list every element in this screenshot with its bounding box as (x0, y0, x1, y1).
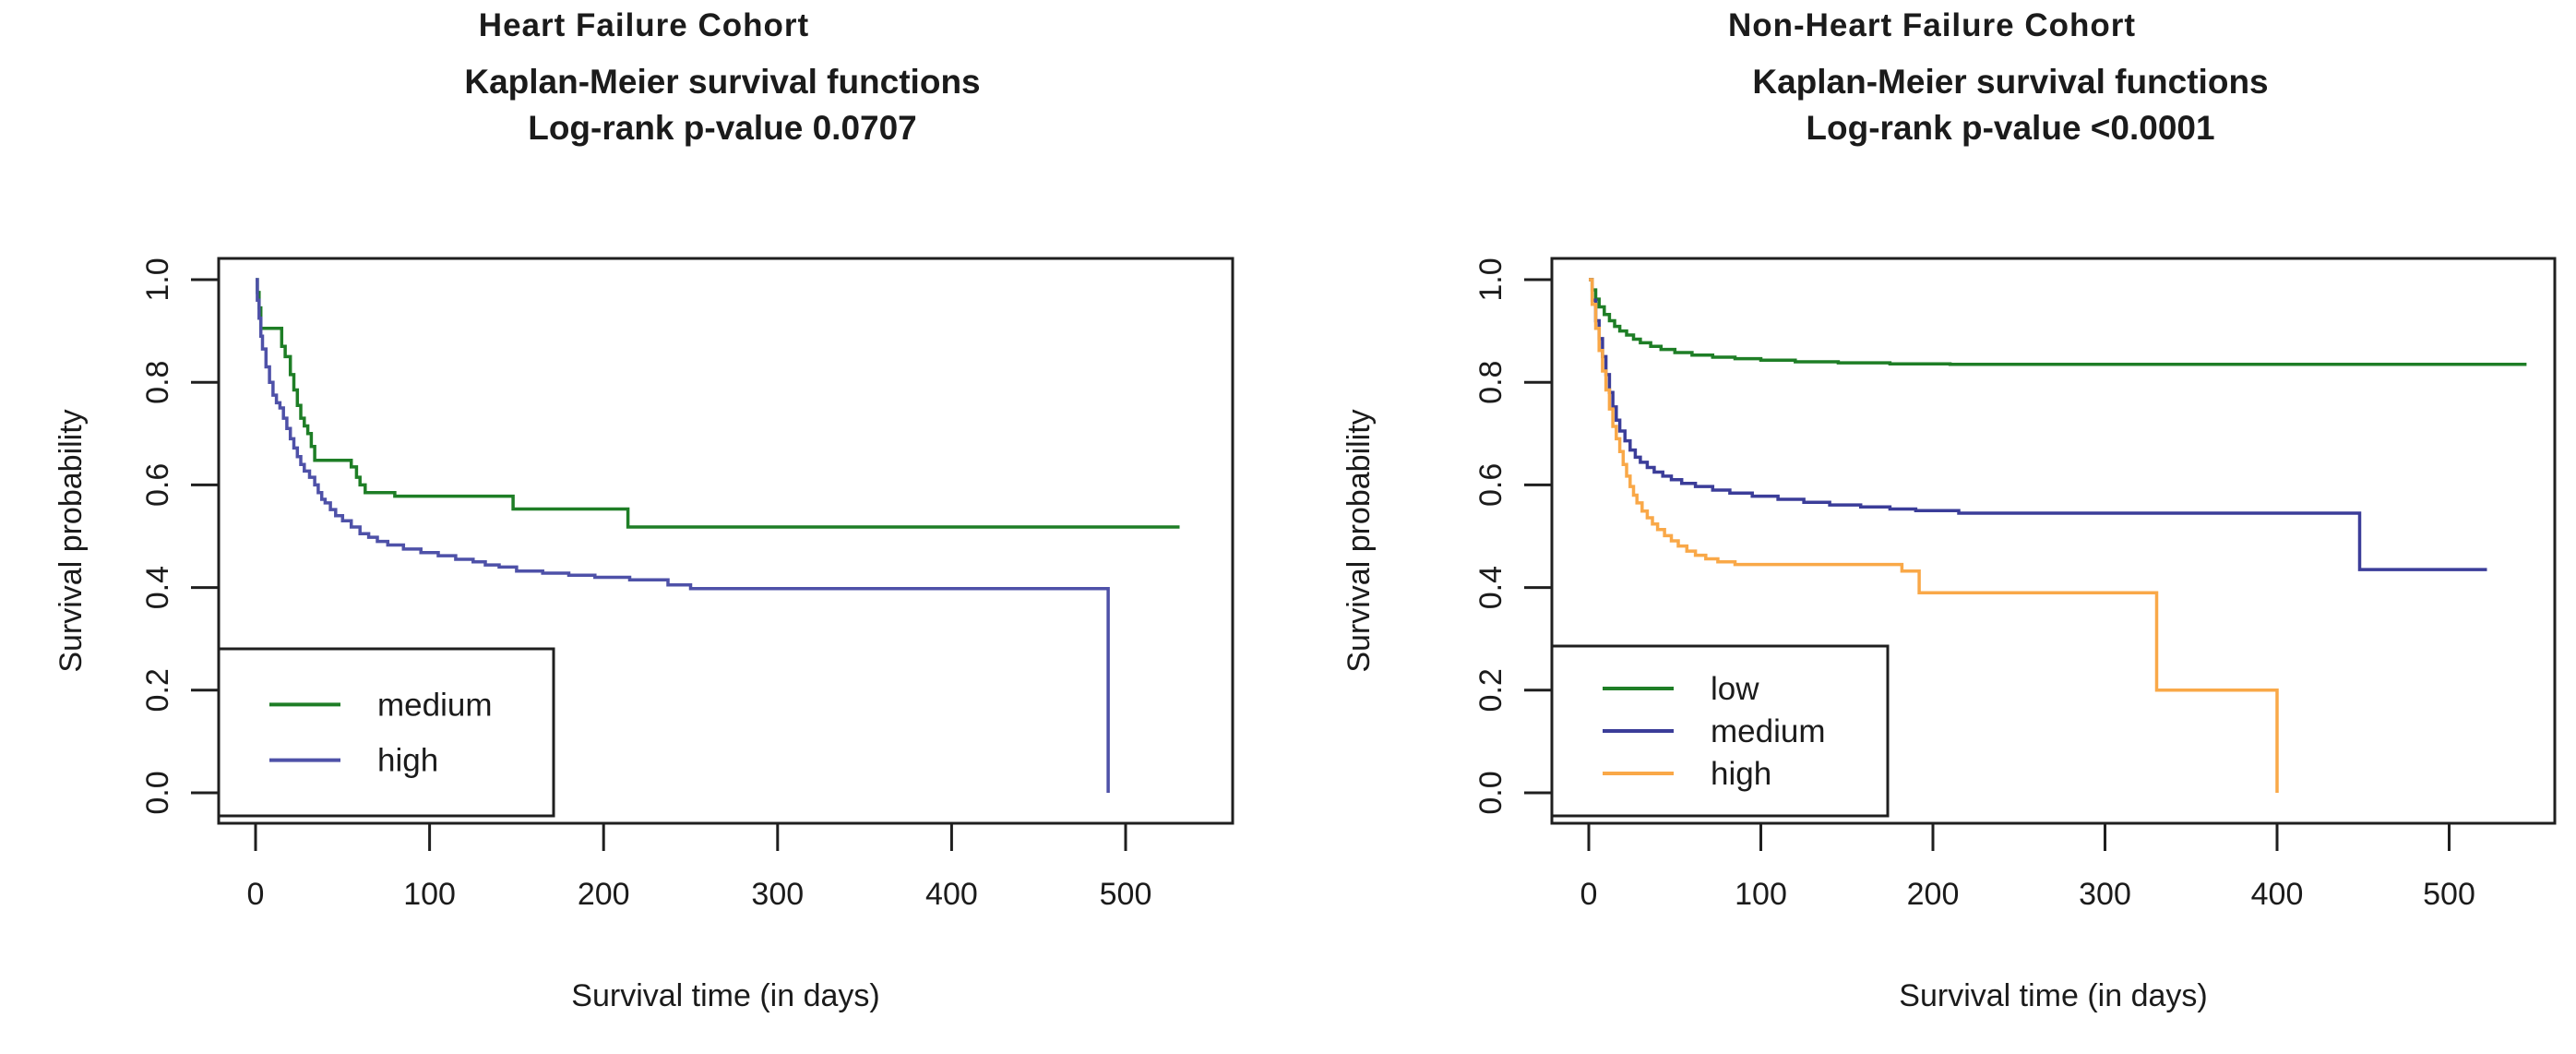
x-tick-label: 200 (578, 877, 630, 912)
y-tick-label: 1.0 (140, 258, 175, 301)
legend-label-medium: medium (1711, 713, 1825, 749)
legend-label-low: low (1711, 671, 1759, 707)
panel-heart-failure: Heart Failure Cohort Kaplan-Meier surviv… (54, 7, 1234, 1013)
km-curve-high (1589, 278, 2279, 793)
y-tick-label: 1.0 (1473, 258, 1509, 301)
x-tick-label: 300 (751, 877, 804, 912)
y-tick-label: 0.6 (1473, 463, 1509, 507)
km-curve-medium (1589, 278, 2487, 571)
y-tick-label: 0.6 (140, 463, 175, 507)
cohort-title-left: Heart Failure Cohort (478, 7, 810, 43)
y-tick-label: 0.8 (1473, 361, 1509, 404)
x-tick-label: 500 (2423, 877, 2475, 912)
legend-label-medium: medium (377, 687, 492, 723)
y-axis-label: Survival probability (1342, 409, 1377, 672)
plot-box (217, 257, 1234, 825)
y-axis-label: Survival probability (54, 409, 89, 672)
x-tick-label: 100 (1735, 877, 1787, 912)
y-tick-label: 0.2 (140, 668, 175, 712)
x-tick-label: 300 (2079, 877, 2131, 912)
x-tick-label: 400 (2251, 877, 2304, 912)
subtitle-line-pvalue: Log-rank p-value <0.0001 (1806, 109, 2215, 147)
x-tick-label: 200 (1907, 877, 1960, 912)
subtitle-left: Kaplan-Meier survival functions Log-rank… (78, 59, 1366, 151)
x-tick-label: 500 (1100, 877, 1152, 912)
subtitle-line-km: Kaplan-Meier survival functions (464, 63, 981, 101)
km-curve-medium (256, 278, 1180, 529)
km-chart-heart-failure: 0 100 200 300 400 500 0.0 0.2 0.4 0.6 0.8 1.0 Surviv… (54, 257, 1234, 1013)
x-tick-label: 100 (403, 877, 456, 912)
y-tick-label: 0.8 (140, 361, 175, 404)
subtitle-line-km: Kaplan-Meier survival functions (1752, 63, 2269, 101)
y-tick-label: 0.4 (1473, 566, 1509, 609)
y-tick-label: 0.0 (1473, 771, 1509, 814)
subtitle-line-pvalue: Log-rank p-value 0.0707 (528, 109, 917, 147)
subtitle-right: Kaplan-Meier survival functions Log-rank… (1366, 59, 2576, 151)
legend-label-high: high (377, 743, 438, 779)
cohort-title-right: Non-Heart Failure Cohort (1727, 7, 2137, 43)
x-axis-label: Survival time (in days) (571, 978, 879, 1013)
legend-box (217, 647, 555, 818)
plot-box (1550, 257, 2557, 825)
x-tick-label: 400 (925, 877, 978, 912)
panel-non-heart-failure: Non-Heart Failure Cohort Kaplan-Meier su… (1288, 0, 2576, 1054)
y-tick-label: 0.2 (1473, 668, 1509, 712)
km-chart-non-heart-failure: 0 100 200 300 400 500 0.0 0.2 0.4 0.6 0.8 1.0 Surviv… (1342, 257, 2557, 1013)
km-curve-low (1589, 278, 2527, 366)
km-curve-high (256, 278, 1110, 793)
y-tick-label: 0.0 (140, 771, 175, 814)
x-tick-label: 0 (247, 877, 265, 912)
x-axis-label: Survival time (in days) (1899, 978, 2207, 1013)
legend-label-high: high (1711, 756, 1771, 792)
y-tick-label: 0.4 (140, 566, 175, 609)
x-tick-label: 0 (1580, 877, 1598, 912)
